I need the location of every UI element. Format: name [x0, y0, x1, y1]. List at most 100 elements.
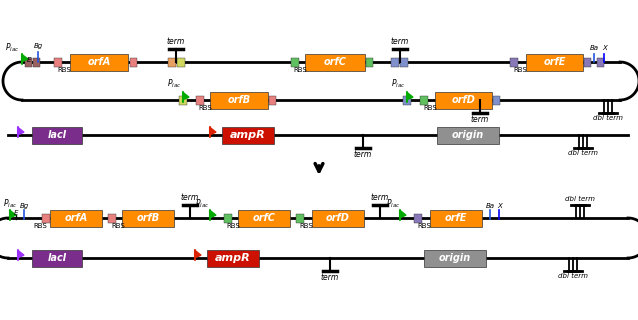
- Bar: [435, 92, 492, 108]
- Bar: [238, 210, 290, 227]
- Text: dbl term: dbl term: [565, 196, 595, 202]
- Text: lacI: lacI: [47, 130, 67, 140]
- Polygon shape: [18, 250, 24, 258]
- Bar: [291, 58, 299, 67]
- Text: lacI: lacI: [47, 253, 67, 263]
- Bar: [305, 53, 365, 70]
- Bar: [296, 213, 304, 222]
- Text: RBS: RBS: [111, 223, 125, 229]
- Bar: [222, 126, 274, 143]
- Text: dbl term: dbl term: [568, 150, 598, 156]
- Text: dbl term: dbl term: [593, 115, 623, 121]
- Bar: [24, 58, 31, 67]
- Bar: [196, 95, 204, 105]
- Bar: [224, 213, 232, 222]
- Text: $P_{lac}$: $P_{lac}$: [167, 78, 181, 90]
- Bar: [269, 95, 276, 105]
- Text: orfB: orfB: [137, 213, 160, 223]
- Text: E: E: [27, 57, 31, 63]
- Polygon shape: [18, 127, 24, 135]
- Bar: [32, 126, 82, 143]
- Text: term: term: [354, 150, 372, 159]
- Text: origin: origin: [439, 253, 471, 263]
- Text: RBS: RBS: [417, 223, 431, 229]
- Bar: [122, 210, 174, 227]
- Bar: [400, 58, 408, 67]
- Bar: [54, 58, 62, 67]
- Text: term: term: [471, 115, 489, 124]
- Bar: [32, 250, 82, 267]
- Bar: [42, 213, 50, 222]
- Text: term: term: [321, 273, 339, 282]
- Bar: [130, 58, 137, 67]
- Text: $P_{lac}$: $P_{lac}$: [3, 198, 17, 210]
- Bar: [366, 58, 373, 67]
- Text: RBS: RBS: [198, 105, 212, 111]
- Text: ampR: ampR: [215, 253, 251, 263]
- Bar: [391, 58, 399, 67]
- Text: term: term: [167, 37, 185, 46]
- Text: Ba: Ba: [486, 203, 494, 209]
- Polygon shape: [10, 211, 16, 218]
- Text: RBS: RBS: [513, 67, 527, 73]
- Text: orfC: orfC: [323, 57, 346, 67]
- Text: term: term: [181, 193, 199, 202]
- Bar: [70, 53, 128, 70]
- Text: orfB: orfB: [227, 95, 251, 105]
- Text: term: term: [391, 37, 409, 46]
- Bar: [207, 250, 259, 267]
- Bar: [312, 210, 364, 227]
- Text: dbl term: dbl term: [558, 273, 588, 279]
- Bar: [424, 250, 486, 267]
- Bar: [584, 58, 591, 67]
- Bar: [420, 95, 428, 105]
- Text: orfA: orfA: [87, 57, 110, 67]
- Text: orfD: orfD: [326, 213, 350, 223]
- Text: RBS: RBS: [226, 223, 240, 229]
- Text: ampR: ampR: [230, 130, 266, 140]
- Text: origin: origin: [452, 130, 484, 140]
- Text: E: E: [14, 210, 19, 216]
- Text: RBS: RBS: [423, 105, 437, 111]
- Text: orfE: orfE: [544, 57, 566, 67]
- Bar: [108, 213, 116, 222]
- Text: Ba: Ba: [590, 45, 598, 51]
- Text: term: term: [371, 193, 389, 202]
- Text: RBS: RBS: [293, 67, 307, 73]
- Bar: [437, 126, 499, 143]
- Bar: [597, 58, 604, 67]
- Bar: [33, 58, 40, 67]
- Bar: [168, 58, 176, 67]
- Text: Bg: Bg: [19, 203, 29, 209]
- Polygon shape: [400, 211, 406, 218]
- Text: Bg: Bg: [33, 43, 43, 49]
- Bar: [179, 95, 187, 105]
- Text: RBS: RBS: [299, 223, 313, 229]
- Text: RBS: RBS: [33, 223, 47, 229]
- Polygon shape: [195, 250, 201, 258]
- Text: $P_{lac}$: $P_{lac}$: [195, 198, 209, 210]
- Text: $P_{lac}$: $P_{lac}$: [386, 198, 400, 210]
- Bar: [177, 58, 185, 67]
- Bar: [526, 53, 583, 70]
- Text: $P_{lac}$: $P_{lac}$: [391, 78, 405, 90]
- Bar: [493, 95, 500, 105]
- Text: X: X: [498, 203, 502, 209]
- Polygon shape: [210, 127, 216, 135]
- Text: orfC: orfC: [253, 213, 276, 223]
- Polygon shape: [183, 92, 189, 100]
- Bar: [50, 210, 102, 227]
- Bar: [403, 95, 411, 105]
- Text: X: X: [603, 45, 607, 51]
- Text: RBS: RBS: [57, 67, 71, 73]
- Text: orfA: orfA: [64, 213, 87, 223]
- Polygon shape: [407, 92, 413, 100]
- Bar: [414, 213, 422, 222]
- Text: orfD: orfD: [452, 95, 475, 105]
- Bar: [210, 92, 268, 108]
- Polygon shape: [210, 211, 216, 218]
- Bar: [510, 58, 518, 67]
- Polygon shape: [22, 54, 28, 61]
- Text: orfE: orfE: [445, 213, 467, 223]
- Text: $P_{lac}$: $P_{lac}$: [5, 42, 19, 54]
